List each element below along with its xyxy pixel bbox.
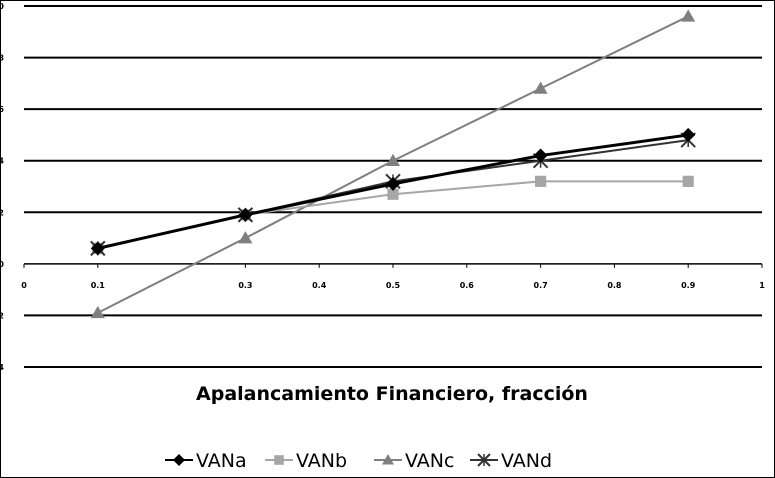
data-point (90, 241, 105, 256)
data-point (681, 9, 696, 22)
legend-label: VANa (196, 450, 247, 472)
x-tick-label: 0.9 (681, 281, 696, 290)
data-point (535, 175, 547, 187)
data-point (386, 176, 400, 191)
data-point (386, 153, 400, 166)
x-axis-label: Apalancamiento Financiero, fracción (196, 383, 588, 405)
legend-label: VANb (296, 450, 347, 472)
series-group (90, 9, 696, 319)
legend-item-VANd: VANd (470, 450, 552, 472)
y-tick-label: -2 (0, 311, 4, 320)
x-tick-label: 0.8 (607, 281, 622, 290)
y-tick-label: 6 (0, 105, 4, 114)
x-tick-label: 1 (759, 281, 765, 290)
data-point (682, 175, 694, 187)
y-tick-label: -4 (0, 363, 4, 372)
y-tick-labels: -4 -2 0 2 4 6 8 10 (0, 2, 4, 372)
y-tick-label: 4 (0, 157, 4, 166)
gridlines (24, 5, 762, 368)
data-point (173, 454, 185, 466)
y-tick-label: 10 (0, 2, 4, 11)
legend: VANa VANb VANc VANd (165, 450, 552, 472)
legend-item-VANc: VANc (374, 450, 454, 472)
legend-item-VANa: VANa (165, 450, 247, 472)
series-VANa (90, 127, 696, 256)
data-point (477, 453, 491, 467)
x-axis (23, 263, 763, 268)
legend-label: VANc (405, 450, 454, 472)
x-tick-label: 0.1 (91, 281, 106, 290)
data-point (533, 81, 548, 94)
data-point (238, 207, 253, 222)
x-tick-label: 0 (21, 281, 27, 290)
data-point (533, 148, 548, 163)
data-point (387, 188, 399, 200)
legend-label: VANd (501, 450, 552, 472)
data-point (382, 454, 394, 465)
x-tick-label: 0.3 (238, 281, 252, 290)
data-point (90, 305, 105, 319)
y-tick-label: 2 (0, 208, 4, 217)
y-tick-label: 8 (0, 54, 4, 63)
series-VANc (90, 9, 696, 319)
data-point (274, 455, 284, 465)
x-tick-labels: 0 0.1 0.3 0.4 0.5 0.6 0.7 0.8 0.9 1 (21, 281, 765, 290)
y-tick-label: 0 (0, 260, 4, 269)
data-point (681, 127, 696, 142)
x-tick-label: 0.6 (460, 281, 475, 290)
x-tick-label: 0.4 (312, 281, 327, 290)
x-tick-label: 0.5 (386, 281, 401, 290)
x-tick-label: 0.7 (534, 281, 548, 290)
legend-item-VANb: VANb (265, 450, 347, 472)
data-point (238, 231, 253, 244)
